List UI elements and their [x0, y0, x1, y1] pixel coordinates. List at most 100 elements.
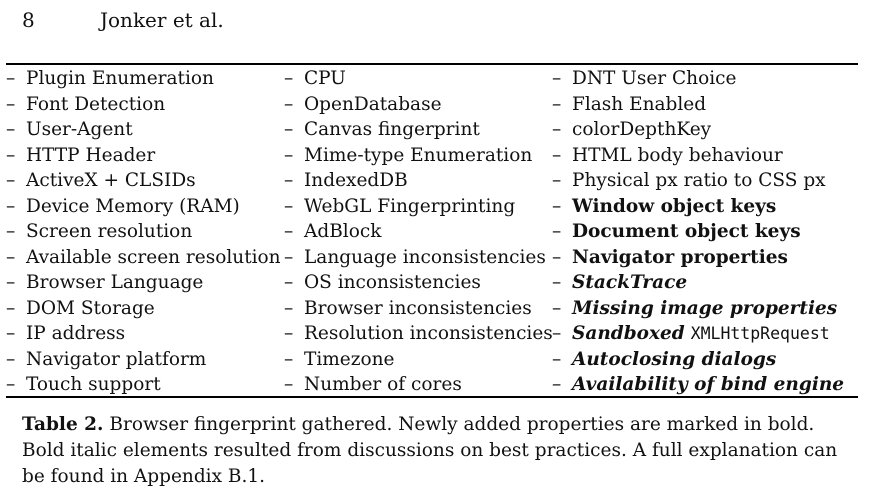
fingerprint-property: HTTP Header — [26, 144, 156, 166]
fingerprint-property: Window object keys — [572, 195, 777, 217]
table-cell: – Available screen resolution — [6, 245, 284, 271]
fingerprint-property: WebGL Fingerprinting — [304, 195, 516, 217]
list-dash: – — [6, 195, 16, 217]
fingerprint-property: DOM Storage — [26, 297, 155, 319]
fingerprint-property: StackTrace — [572, 272, 688, 293]
list-dash: – — [6, 297, 16, 319]
list-dash: – — [552, 272, 562, 293]
table-cell: – CPU — [284, 66, 552, 92]
fingerprint-property: Timezone — [304, 348, 395, 370]
list-dash: – — [284, 297, 294, 319]
fingerprint-property: Plugin Enumeration — [26, 68, 214, 89]
table-cell: – Navigator platform — [6, 347, 284, 373]
list-dash: – — [552, 144, 562, 166]
table-cell: – IP address — [6, 321, 284, 347]
caption-text: Browser fingerprint gathered. Newly adde… — [22, 414, 838, 487]
table-cell: – Timezone — [284, 347, 552, 373]
list-dash: – — [552, 374, 562, 395]
table-cell: – Canvas fingerprint — [284, 117, 552, 143]
table-cell: – Font Detection — [6, 92, 284, 118]
fingerprint-property: IP address — [26, 323, 126, 344]
fingerprint-property: ActiveX + CLSIDs — [26, 170, 196, 191]
fingerprint-property: Mime-type Enumeration — [304, 144, 533, 166]
table-bottom-rule — [6, 396, 858, 398]
fingerprint-property: Availability of bind engine — [572, 374, 845, 395]
fingerprint-property: Browser inconsistencies — [304, 297, 532, 319]
table-cell: – OpenDatabase — [284, 92, 552, 118]
table-cell: – Navigator properties — [552, 245, 858, 271]
list-dash: – — [6, 170, 16, 191]
list-dash: – — [6, 119, 16, 140]
list-dash: – — [552, 93, 562, 115]
page-number: 8 — [22, 8, 35, 32]
fingerprint-property: OS inconsistencies — [304, 272, 481, 293]
list-dash: – — [284, 119, 294, 140]
table-cell: – Availability of bind engine — [552, 372, 858, 398]
table-cell: – ActiveX + CLSIDs — [6, 168, 284, 194]
fingerprint-property: Language inconsistencies — [304, 246, 546, 268]
fingerprint-property: Document object keys — [572, 221, 801, 242]
fingerprint-property: DNT User Choice — [572, 68, 737, 89]
table-cell: – Browser Language — [6, 270, 284, 296]
table-cell: – Touch support — [6, 372, 284, 398]
fingerprint-property: Resolution inconsistencies — [304, 323, 552, 344]
fingerprint-table: – Plugin Enumeration – CPU – DNT User Choice –… — [6, 66, 858, 398]
fingerprint-property: User-Agent — [26, 119, 133, 140]
fingerprint-property: HTML body behaviour — [572, 144, 783, 166]
fingerprint-property: Navigator platform — [26, 348, 207, 370]
table-cell: – Device Memory (RAM) — [6, 194, 284, 220]
table-cell: – Document object keys — [552, 219, 858, 245]
fingerprint-property: Physical px ratio to CSS px — [572, 170, 826, 191]
fingerprint-property: Navigator properties — [572, 246, 788, 268]
list-dash: – — [552, 323, 562, 344]
list-dash: – — [6, 93, 16, 115]
table-cell: – Missing image properties — [552, 296, 858, 322]
table-cell: – HTML body behaviour — [552, 143, 858, 169]
list-dash: – — [284, 170, 294, 191]
fingerprint-property: Browser Language — [26, 272, 204, 293]
fingerprint-property: Canvas fingerprint — [304, 119, 480, 140]
list-dash: – — [552, 195, 562, 217]
list-dash: – — [6, 272, 16, 293]
table-cell: – colorDepthKey — [552, 117, 858, 143]
table-cell: – Autoclosing dialogs — [552, 347, 858, 373]
table-cell: – DNT User Choice — [552, 66, 858, 92]
table-cell: – Screen resolution — [6, 219, 284, 245]
table-cell: – Physical px ratio to CSS px — [552, 168, 858, 194]
table-cell: – Number of cores — [284, 372, 552, 398]
list-dash: – — [6, 348, 16, 370]
table-cell: – Browser inconsistencies — [284, 296, 552, 322]
table-cell: – Window object keys — [552, 194, 858, 220]
list-dash: – — [284, 144, 294, 166]
list-dash: – — [552, 170, 562, 191]
list-dash: – — [552, 246, 562, 268]
fingerprint-property: colorDepthKey — [572, 119, 712, 140]
table-cell: – IndexedDB — [284, 168, 552, 194]
list-dash: – — [284, 323, 294, 344]
table-cell: – Sandboxed XMLHttpRequest — [552, 321, 858, 347]
table-cell: – User-Agent — [6, 117, 284, 143]
table-cell: – DOM Storage — [6, 296, 284, 322]
list-dash: – — [552, 119, 562, 140]
table-cell: – Resolution inconsistencies — [284, 321, 552, 347]
fingerprint-property: Available screen resolution — [26, 246, 281, 268]
fingerprint-property: AdBlock — [304, 221, 382, 242]
fingerprint-property-code: XMLHttpRequest — [690, 324, 830, 343]
table-caption: Table 2. Browser fingerprint gathered. N… — [22, 412, 852, 490]
table-cell: – Mime-type Enumeration — [284, 143, 552, 169]
fingerprint-property: Number of cores — [304, 374, 462, 395]
list-dash: – — [6, 68, 16, 89]
list-dash: – — [552, 221, 562, 242]
list-dash: – — [552, 68, 562, 89]
fingerprint-property: Touch support — [26, 374, 161, 395]
list-dash: – — [6, 323, 16, 344]
list-dash: – — [6, 221, 16, 242]
fingerprint-property: CPU — [304, 68, 346, 89]
table-cell: – Flash Enabled — [552, 92, 858, 118]
page-header: 8 Jonker et al. — [22, 8, 224, 32]
fingerprint-property: IndexedDB — [304, 170, 408, 191]
fingerprint-property: Device Memory (RAM) — [26, 195, 240, 217]
fingerprint-property: Font Detection — [26, 93, 166, 115]
list-dash: – — [284, 272, 294, 293]
table-cell: – WebGL Fingerprinting — [284, 194, 552, 220]
